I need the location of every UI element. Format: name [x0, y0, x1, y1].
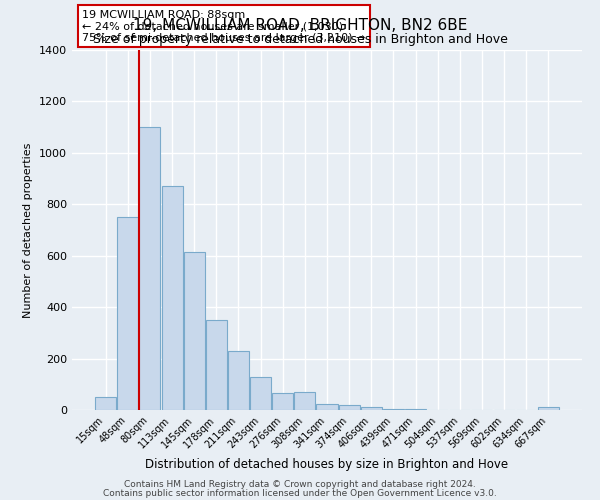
Text: 19 MCWILLIAM ROAD: 88sqm
← 24% of detached houses are smaller (1,030)
75% of sem: 19 MCWILLIAM ROAD: 88sqm ← 24% of detach… — [82, 10, 365, 43]
Bar — [361, 408, 382, 410]
Bar — [161, 186, 182, 410]
Text: Contains HM Land Registry data © Crown copyright and database right 2024.: Contains HM Land Registry data © Crown c… — [124, 480, 476, 489]
Text: Contains public sector information licensed under the Open Government Licence v3: Contains public sector information licen… — [103, 488, 497, 498]
Y-axis label: Number of detached properties: Number of detached properties — [23, 142, 34, 318]
Bar — [206, 320, 227, 410]
Bar — [184, 252, 205, 410]
Bar — [272, 394, 293, 410]
Bar — [316, 404, 338, 410]
Bar — [139, 127, 160, 410]
Text: Size of property relative to detached houses in Brighton and Hove: Size of property relative to detached ho… — [92, 32, 508, 46]
Bar — [383, 409, 404, 410]
Bar — [95, 397, 116, 410]
Bar — [250, 376, 271, 410]
Bar — [338, 406, 359, 410]
Bar — [295, 392, 316, 410]
X-axis label: Distribution of detached houses by size in Brighton and Hove: Distribution of detached houses by size … — [145, 458, 509, 471]
Text: 19, MCWILLIAM ROAD, BRIGHTON, BN2 6BE: 19, MCWILLIAM ROAD, BRIGHTON, BN2 6BE — [133, 18, 467, 32]
Bar — [118, 217, 139, 410]
Bar — [538, 408, 559, 410]
Bar — [228, 351, 249, 410]
